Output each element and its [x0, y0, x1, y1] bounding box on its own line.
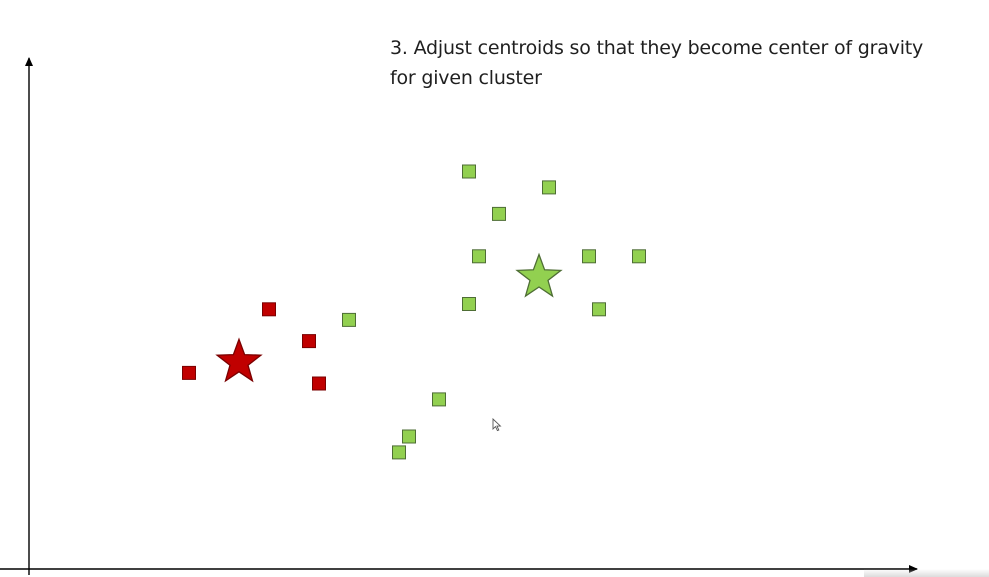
- data-point-green-6: [462, 297, 476, 311]
- data-point-green-4: [492, 206, 506, 221]
- bottom-edge-shade: [864, 569, 989, 577]
- data-point-green-9: [592, 302, 606, 317]
- centroids-layer: [215, 252, 563, 383]
- data-point-green-10: [432, 392, 446, 407]
- mouse-cursor-icon: [492, 418, 502, 432]
- data-point-green-12: [392, 445, 406, 460]
- data-point-red-1: [182, 365, 196, 380]
- step-title-line-1: 3. Adjust centroids so that they become …: [390, 37, 924, 59]
- points-layer: [182, 164, 646, 460]
- data-point-green-11: [402, 429, 416, 444]
- data-point-green-5: [472, 249, 486, 264]
- centroid-star-red-icon: [215, 337, 263, 383]
- data-point-green-1: [342, 312, 356, 327]
- data-point-red-2: [262, 302, 276, 317]
- data-point-red-4: [312, 376, 326, 391]
- data-point-green-8: [632, 249, 646, 264]
- data-point-green-7: [582, 249, 596, 264]
- step-title-line-2: for given cluster: [390, 67, 542, 89]
- data-point-red-3: [302, 334, 316, 349]
- data-point-green-3: [542, 180, 556, 195]
- centroid-star-green-icon: [515, 252, 563, 298]
- step-title: 3. Adjust centroids so that they become …: [390, 33, 985, 93]
- data-point-green-2: [462, 164, 476, 179]
